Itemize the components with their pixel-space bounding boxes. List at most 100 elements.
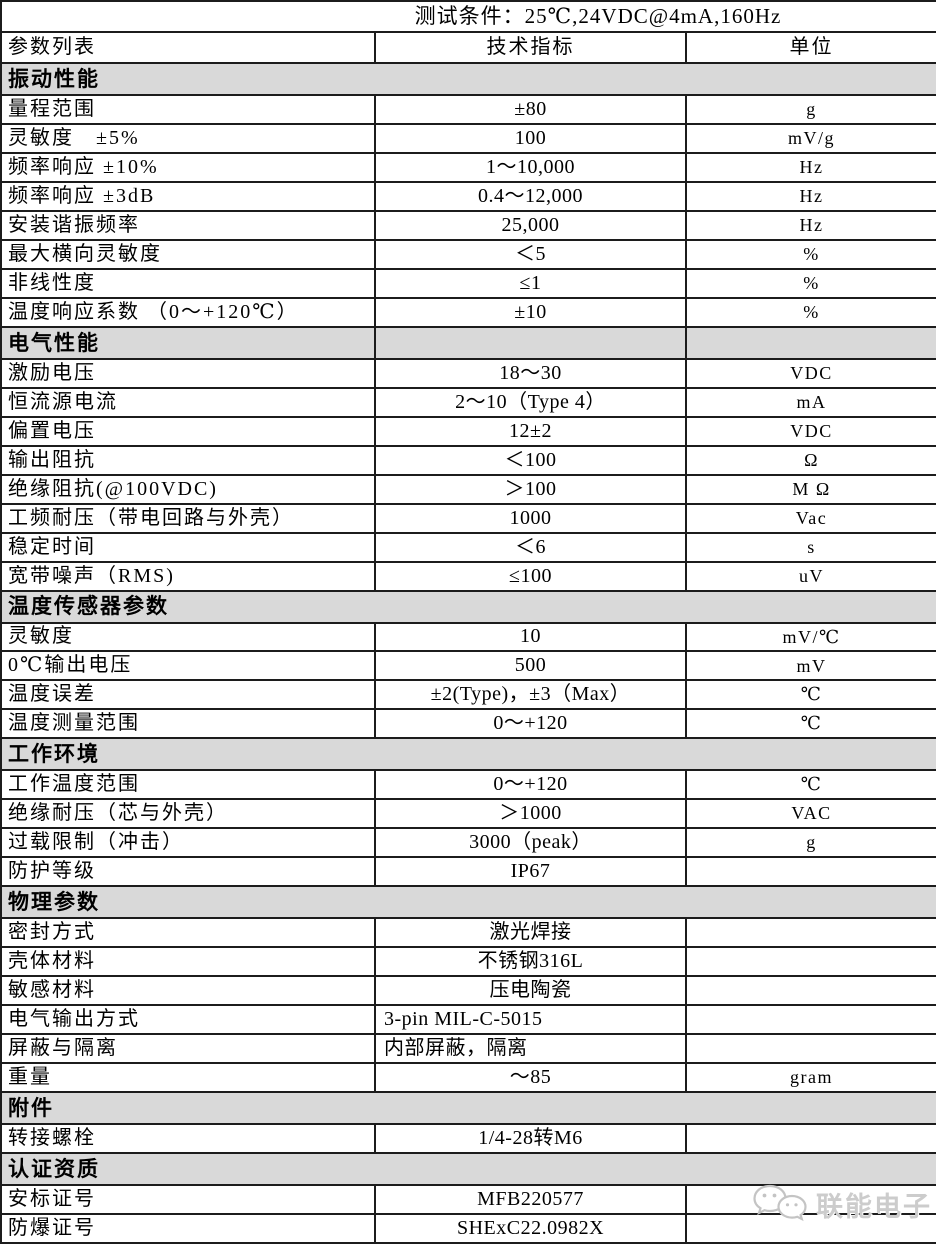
section-title: 附件 — [0, 1091, 936, 1126]
unit-cell: Hz — [684, 180, 936, 212]
param-cell: 安标证号 — [0, 1184, 376, 1215]
param-cell: 壳体材料 — [0, 946, 376, 978]
section-header-row: 温度传感器参数 — [0, 589, 936, 624]
test-conditions-text: 测试条件：25℃,24VDC@4mA,160Hz — [0, 0, 936, 33]
table-row: 频率响应 ±3dB 0.4～12,000 Hz — [0, 180, 936, 212]
table-row: 温度响应系数 （0～+120℃） ±10% — [0, 296, 936, 328]
table-row: 激励电压 18～30 VDC — [0, 357, 936, 389]
table-row: 密封方式 激光焊接 — [0, 917, 936, 949]
param-cell: 量程范围 — [0, 94, 376, 125]
table-row: 工作温度范围 0～+120 ℃ — [0, 769, 936, 801]
value-cell: 12±2 — [374, 415, 687, 447]
table-row: 安装谐振频率 25,000 Hz — [0, 209, 936, 241]
param-cell: 过载限制（冲击） — [0, 827, 376, 859]
unit-cell: VDC — [684, 415, 936, 447]
value-cell: 3-pin MIL-C-5015 — [374, 1004, 687, 1036]
section-empty-cell — [684, 325, 936, 360]
col-header-unit: 单位 — [684, 31, 936, 64]
value-cell: 10 — [374, 621, 687, 653]
value-cell: 0～+120 — [374, 769, 687, 801]
param-cell: 绝缘阻抗(@100VDC) — [0, 473, 376, 505]
table-row: 频率响应 ±10% 1～10,000 Hz — [0, 151, 936, 183]
value-cell: 压电陶瓷 — [374, 975, 687, 1007]
value-cell: 100 — [374, 122, 687, 154]
value-cell: ＞100 — [374, 473, 687, 505]
param-cell: 温度响应系数 （0～+120℃） — [0, 296, 376, 328]
unit-cell: mV — [684, 650, 936, 682]
value-cell: 1～10,000 — [374, 151, 687, 183]
value-cell: MFB220577 — [374, 1184, 687, 1215]
table-row: 偏置电压 12±2 VDC — [0, 415, 936, 447]
unit-cell: ℃ — [684, 708, 936, 740]
unit-cell: Ω — [684, 444, 936, 476]
param-cell: 频率响应 ±3dB — [0, 180, 376, 212]
unit-cell: ℃ — [684, 769, 936, 801]
value-cell: 内部屏蔽，隔离 — [374, 1033, 687, 1065]
unit-cell: uV — [684, 560, 936, 592]
unit-cell — [684, 1123, 936, 1155]
value-cell: 不锈钢316L — [374, 946, 687, 978]
param-cell: 宽带噪声（RMS) — [0, 560, 376, 592]
section-empty-cell — [374, 325, 687, 360]
param-cell: 安装谐振频率 — [0, 209, 376, 241]
table-row: 恒流源电流 2～10（Type 4） mA — [0, 386, 936, 418]
param-cell: 频率响应 ±10% — [0, 151, 376, 183]
unit-cell: s — [684, 531, 936, 563]
value-cell: ±10 — [374, 296, 687, 328]
section-title: 认证资质 — [0, 1152, 936, 1187]
unit-cell — [684, 917, 936, 949]
param-cell: 转接螺栓 — [0, 1123, 376, 1155]
section-title: 工作环境 — [0, 737, 936, 772]
param-cell: 温度测量范围 — [0, 708, 376, 740]
unit-cell: Vac — [684, 502, 936, 534]
value-cell: 25,000 — [374, 209, 687, 241]
param-cell: 0℃输出电压 — [0, 650, 376, 682]
section-header-row: 振动性能 — [0, 62, 936, 96]
test-conditions-row: 测试条件：25℃,24VDC@4mA,160Hz — [0, 0, 936, 33]
value-cell: 1000 — [374, 502, 687, 534]
value-cell: 激光焊接 — [374, 917, 687, 949]
unit-cell — [684, 946, 936, 978]
unit-cell: ℃ — [684, 679, 936, 711]
unit-cell — [684, 1033, 936, 1065]
param-cell: 偏置电压 — [0, 415, 376, 447]
unit-cell: gram — [684, 1062, 936, 1094]
value-cell: 3000（peak） — [374, 827, 687, 859]
unit-cell — [684, 975, 936, 1007]
unit-cell: % — [684, 296, 936, 328]
table-row: 绝缘阻抗(@100VDC) ＞100 M Ω — [0, 473, 936, 505]
value-cell: SHExC22.0982X — [374, 1213, 687, 1244]
table-row: 工频耐压（带电回路与外壳） 1000 Vac — [0, 502, 936, 534]
value-cell: ＜6 — [374, 531, 687, 563]
table-row: 非线性度 ≤1% — [0, 267, 936, 299]
unit-cell: mV/g — [684, 122, 936, 154]
table-row: 温度测量范围 0～+120 ℃ — [0, 708, 936, 740]
section-title: 电气性能 — [0, 325, 376, 360]
param-cell: 最大横向灵敏度 — [0, 238, 376, 270]
section-header-row: 附件 — [0, 1091, 936, 1126]
unit-cell: Hz — [684, 209, 936, 241]
table-row: 灵敏度 ±5% 100 mV/g — [0, 122, 936, 154]
param-cell: 非线性度 — [0, 267, 376, 299]
table-row: 转接螺栓 1/4-28转M6 — [0, 1123, 936, 1155]
value-cell: 18～30 — [374, 357, 687, 389]
param-cell: 激励电压 — [0, 357, 376, 389]
unit-cell — [684, 856, 936, 888]
table-row: 宽带噪声（RMS) ≤100 uV — [0, 560, 936, 592]
param-cell: 工频耐压（带电回路与外壳） — [0, 502, 376, 534]
unit-cell — [684, 1184, 936, 1215]
table-row: 输出阻抗 ＜100 Ω — [0, 444, 936, 476]
unit-cell: Hz — [684, 151, 936, 183]
table-row: 绝缘耐压（芯与外壳） ＞1000 VAC — [0, 798, 936, 830]
param-cell: 防爆证号 — [0, 1213, 376, 1244]
section-title: 温度传感器参数 — [0, 589, 936, 624]
param-cell: 恒流源电流 — [0, 386, 376, 418]
column-header-row: 参数列表 技术指标 单位 — [0, 31, 936, 64]
param-cell: 灵敏度 ±5% — [0, 122, 376, 154]
table-row: 防爆证号 SHExC22.0982X — [0, 1213, 936, 1244]
unit-cell: mA — [684, 386, 936, 418]
unit-cell: % — [684, 267, 936, 299]
value-cell: ～85 — [374, 1062, 687, 1094]
